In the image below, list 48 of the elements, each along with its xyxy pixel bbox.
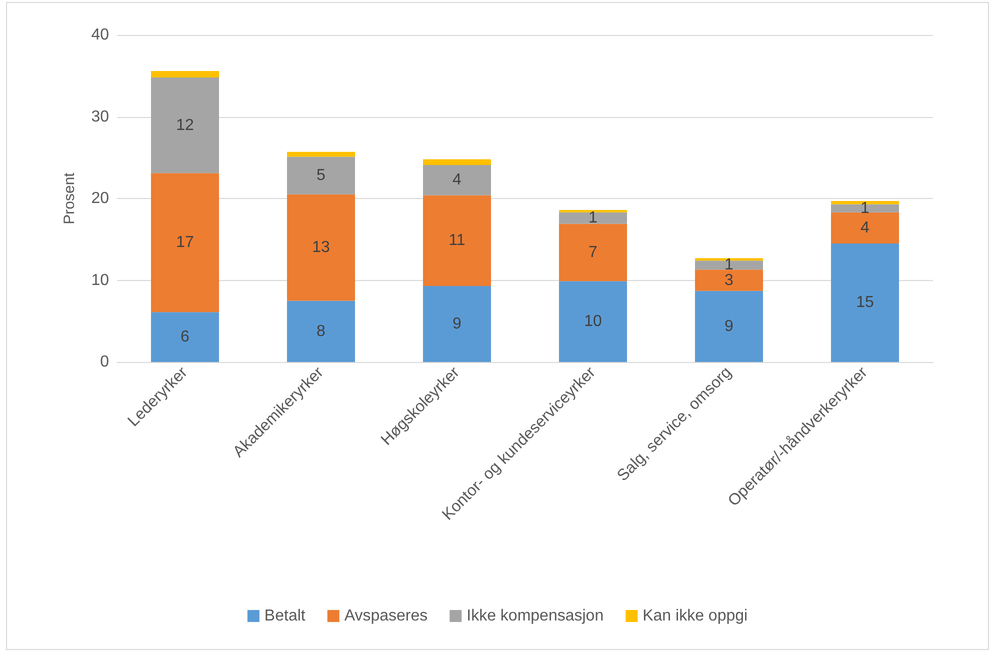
data-label: 4 xyxy=(860,219,870,236)
legend-label: Kan ikke oppgi xyxy=(642,608,748,624)
bar xyxy=(151,70,219,78)
bar xyxy=(151,173,219,312)
bar xyxy=(695,270,763,291)
bar xyxy=(559,281,627,362)
bar xyxy=(559,210,627,212)
legend-label: Avspaseres xyxy=(344,608,428,624)
bar xyxy=(423,286,491,362)
bar xyxy=(287,156,355,194)
legend-label: Ikke kompensasjon xyxy=(466,608,604,624)
bar xyxy=(151,78,219,174)
data-label: 1 xyxy=(588,210,598,227)
y-axis-title: Prosent xyxy=(61,172,78,224)
bar xyxy=(831,212,899,244)
y-tick-label: 30 xyxy=(91,108,110,126)
legend-label: Betalt xyxy=(264,608,306,624)
bar xyxy=(151,312,219,362)
bar xyxy=(559,212,627,224)
data-label: 9 xyxy=(452,315,462,332)
data-label: 10 xyxy=(584,313,602,330)
data-label: 3 xyxy=(724,272,734,289)
y-tick-label: 40 xyxy=(91,26,110,44)
bar xyxy=(423,195,491,286)
bar xyxy=(287,194,355,301)
data-label: 17 xyxy=(176,234,194,252)
bar xyxy=(695,260,763,270)
bar xyxy=(423,164,491,196)
data-label: 1 xyxy=(724,256,734,274)
data-label: 6 xyxy=(180,328,190,346)
data-label: 9 xyxy=(724,318,734,335)
data-label: 13 xyxy=(312,239,330,256)
bar xyxy=(287,300,355,362)
data-label: 11 xyxy=(448,232,466,250)
data-label: 5 xyxy=(316,167,326,184)
data-label: 12 xyxy=(176,116,194,134)
data-label: 8 xyxy=(316,322,326,340)
bar xyxy=(287,152,355,157)
bar xyxy=(423,159,491,165)
bar xyxy=(559,224,627,282)
y-tick-label: 10 xyxy=(91,272,110,289)
data-label: 7 xyxy=(588,244,598,261)
y-tick-label: 0 xyxy=(100,354,110,370)
data-label: 15 xyxy=(856,294,874,312)
bar xyxy=(695,290,763,362)
bar xyxy=(831,243,899,362)
data-label: 4 xyxy=(452,172,462,189)
y-tick-label: 20 xyxy=(91,190,110,207)
